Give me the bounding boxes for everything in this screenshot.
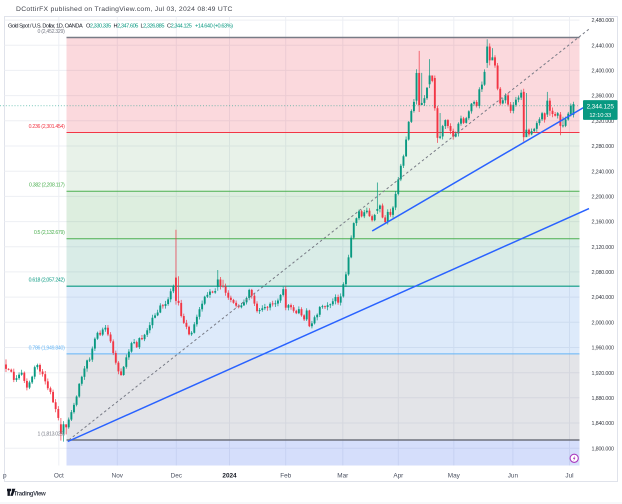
svg-text:2,000.000: 2,000.000 xyxy=(592,320,615,326)
svg-text:2,280.000: 2,280.000 xyxy=(592,144,615,150)
svg-text:1,960.000: 1,960.000 xyxy=(592,346,615,352)
svg-text:2,344.125: 2,344.125 xyxy=(587,104,615,111)
svg-text:Oct: Oct xyxy=(54,473,64,480)
svg-text:L2,326.885: L2,326.885 xyxy=(141,23,165,29)
svg-text:0.618 (2,057.242): 0.618 (2,057.242) xyxy=(29,278,65,284)
svg-text:Dec: Dec xyxy=(171,473,183,480)
svg-text:0 (2,452.329): 0 (2,452.329) xyxy=(38,29,66,35)
svg-text:Apr: Apr xyxy=(393,473,404,480)
svg-text:+14.640 (+0.63%): +14.640 (+0.63%) xyxy=(195,23,233,29)
svg-text:1 (1,813.029): 1 (1,813.029) xyxy=(38,431,66,437)
svg-text:2,480.000: 2,480.000 xyxy=(592,18,615,24)
svg-text:Nov: Nov xyxy=(112,473,124,480)
svg-text:2,400.000: 2,400.000 xyxy=(592,69,615,75)
svg-text:2,080.000: 2,080.000 xyxy=(592,270,615,276)
svg-text:May: May xyxy=(448,473,461,480)
svg-text:12:10:33: 12:10:33 xyxy=(589,113,611,119)
svg-text:2,320.000: 2,320.000 xyxy=(592,119,615,125)
svg-text:2,040.000: 2,040.000 xyxy=(592,295,615,301)
svg-text:Jun: Jun xyxy=(508,473,519,480)
svg-text:Gold Spot / U.S. Dollar, 1D, O: Gold Spot / U.S. Dollar, 1D, OANDA xyxy=(8,23,83,29)
svg-text:1,840.000: 1,840.000 xyxy=(592,421,615,427)
svg-text:2,360.000: 2,360.000 xyxy=(592,94,615,100)
svg-text:0.236 (2,301.454): 0.236 (2,301.454) xyxy=(29,124,65,130)
svg-text:2,440.000: 2,440.000 xyxy=(592,43,615,49)
svg-text:0.5 (2,132.679): 0.5 (2,132.679) xyxy=(34,230,65,236)
svg-text:C2,344.125: C2,344.125 xyxy=(167,23,192,29)
svg-text:2024: 2024 xyxy=(222,473,237,480)
svg-text:Jul: Jul xyxy=(565,473,573,480)
svg-text:DCottirFX published on Trading: DCottirFX published on TradingView.com, … xyxy=(16,6,233,13)
svg-text:0.382 (2,208.117): 0.382 (2,208.117) xyxy=(29,183,65,189)
svg-text:1,920.000: 1,920.000 xyxy=(592,371,615,377)
svg-text:Mar: Mar xyxy=(337,473,349,480)
svg-text:2,240.000: 2,240.000 xyxy=(592,169,615,175)
svg-text:1,880.000: 1,880.000 xyxy=(592,396,615,402)
svg-text:1,800.000: 1,800.000 xyxy=(592,446,615,452)
svg-text:2,200.000: 2,200.000 xyxy=(592,195,615,201)
svg-text:Feb: Feb xyxy=(280,473,291,480)
svg-text:2,160.000: 2,160.000 xyxy=(592,220,615,226)
svg-text:2,120.000: 2,120.000 xyxy=(592,245,615,251)
svg-text:p: p xyxy=(3,473,7,480)
svg-text:TradingView: TradingView xyxy=(14,490,46,497)
svg-text:0.786 (1,949.840): 0.786 (1,949.840) xyxy=(29,345,65,351)
svg-text:O2,330.335: O2,330.335 xyxy=(86,23,111,29)
svg-text:H2,347.605: H2,347.605 xyxy=(114,23,139,29)
